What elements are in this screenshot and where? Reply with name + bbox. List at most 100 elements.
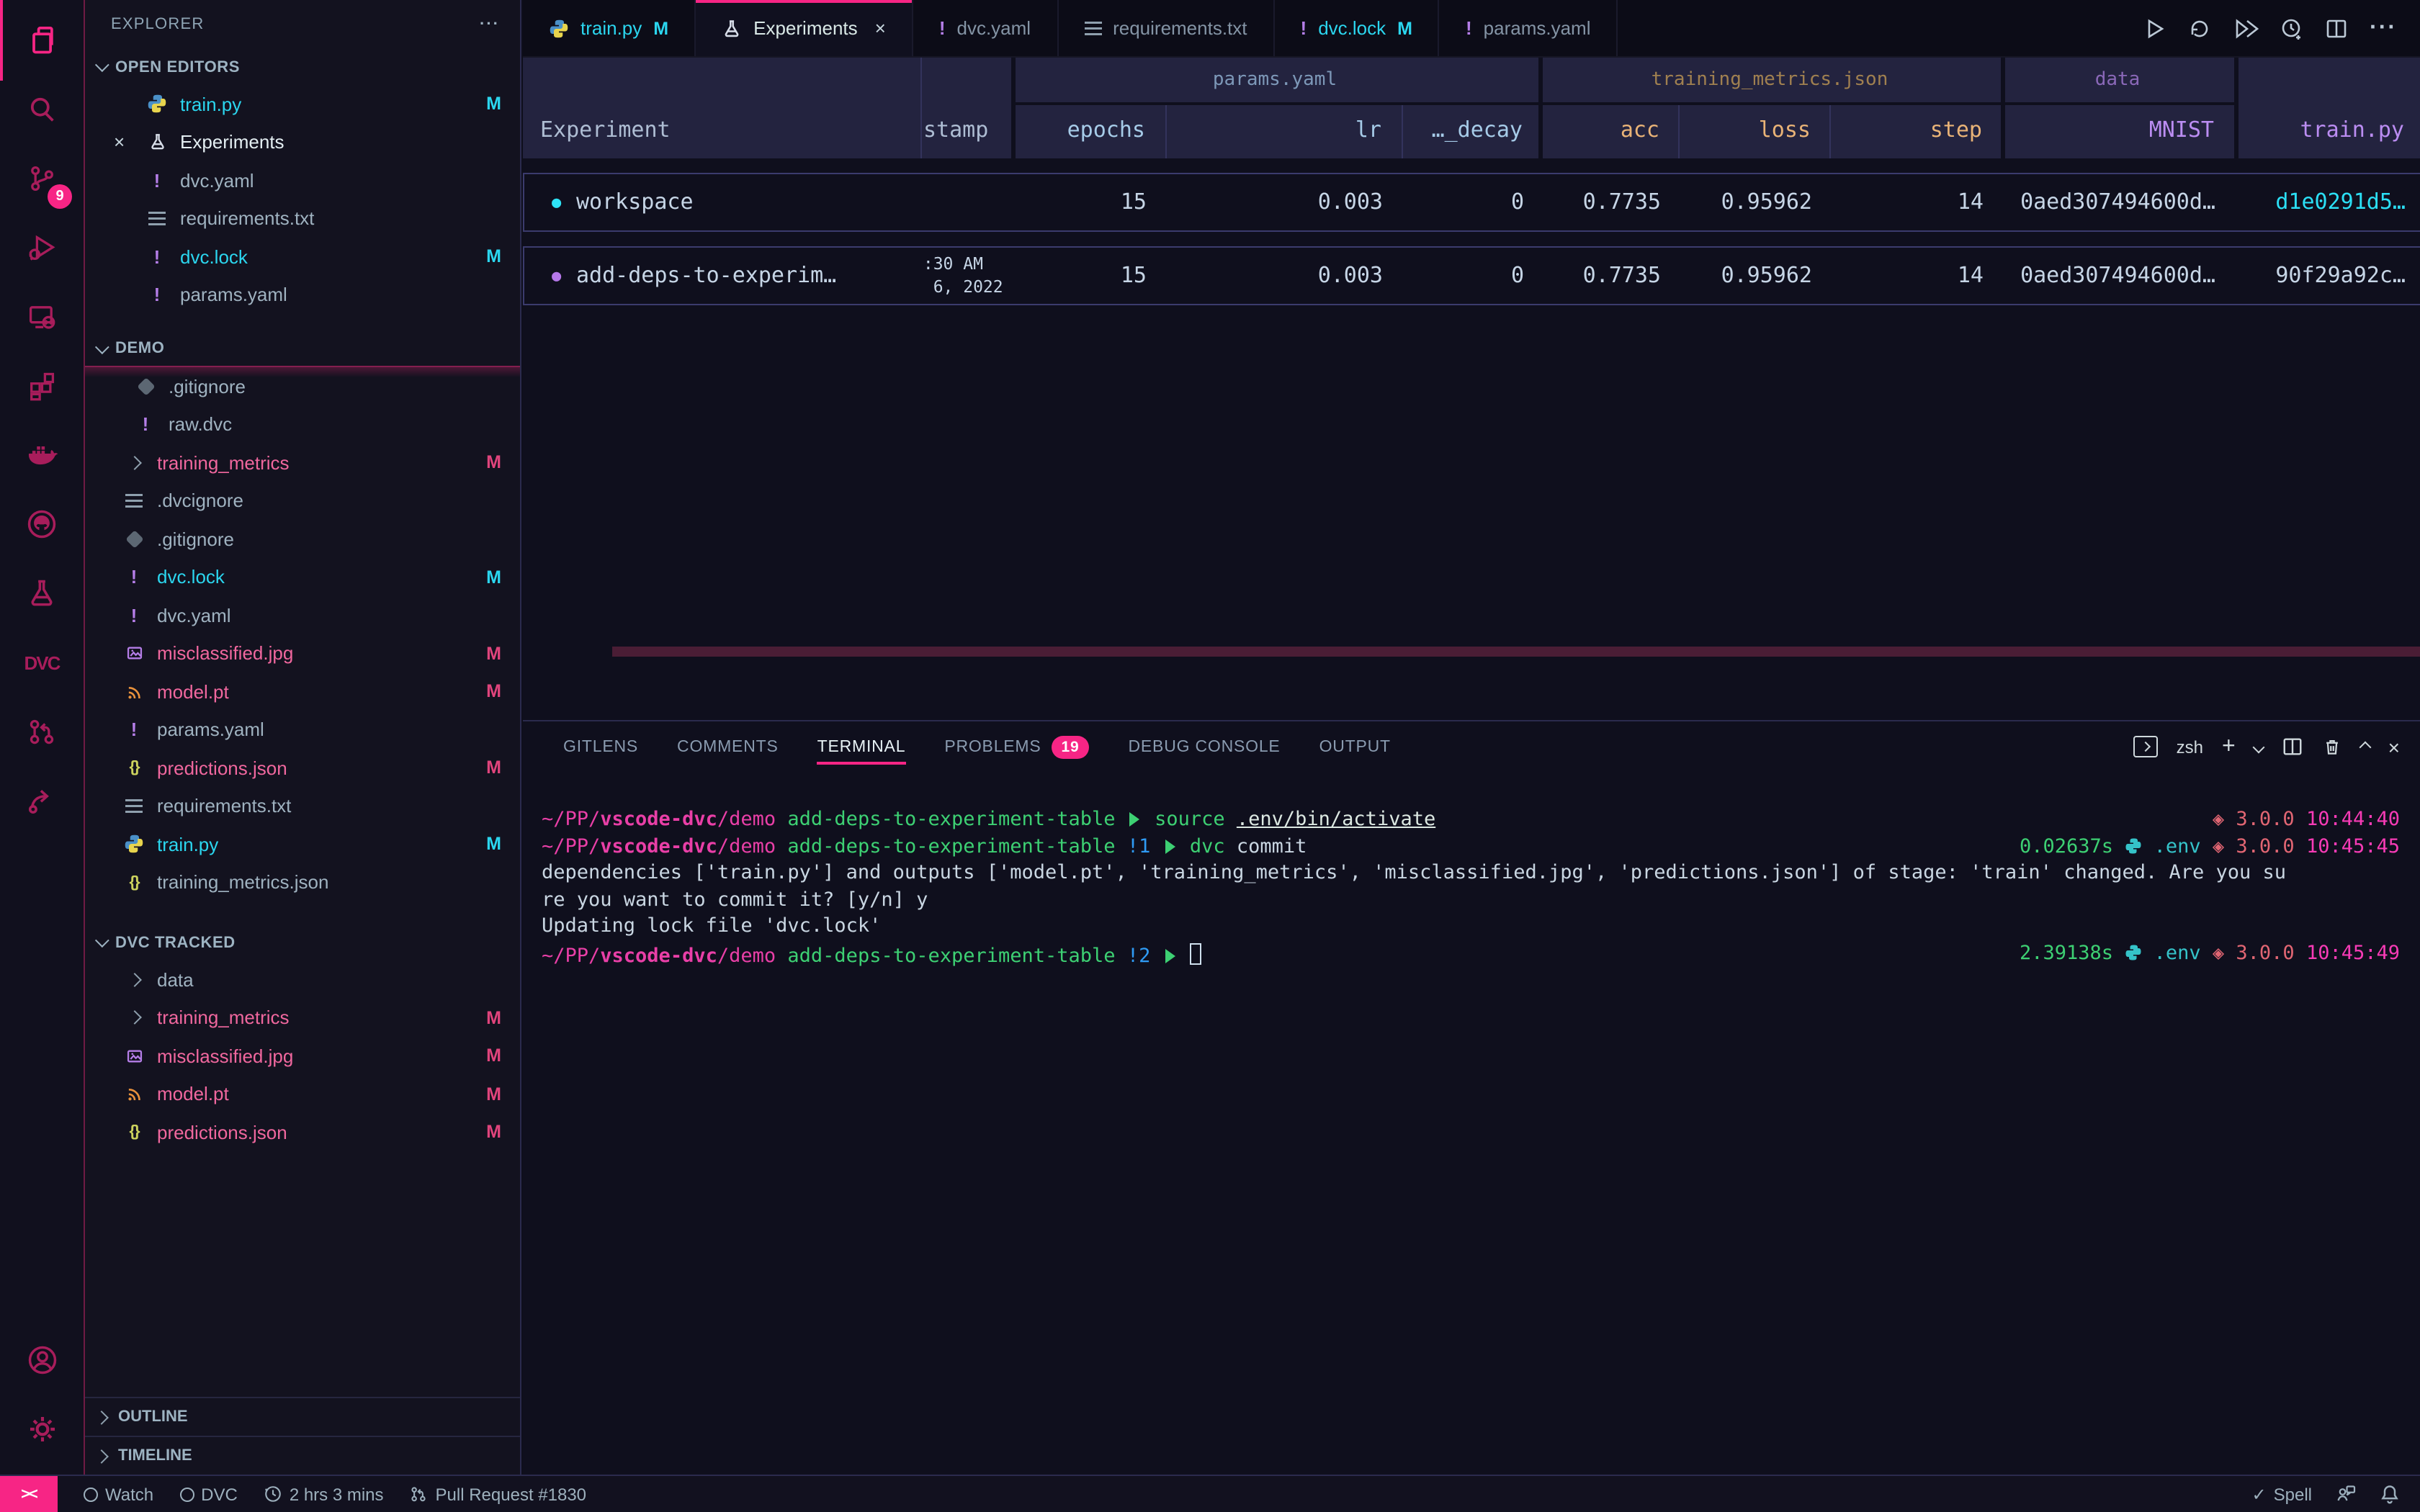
source-control-icon[interactable]: 9 [7, 144, 76, 213]
run-all-icon[interactable] [2233, 17, 2259, 40]
tab-dvc-yaml[interactable]: ! dvc.yaml [913, 0, 1059, 56]
open-editor-train-py[interactable]: train.py M [85, 85, 520, 123]
group-training-metrics[interactable]: training_metrics.json [1651, 69, 1888, 91]
remote-indicator[interactable]: >< [0, 1476, 58, 1512]
group-data[interactable]: data [2094, 69, 2141, 91]
dvc-tracked-predictions[interactable]: {} predictions.json M [85, 1113, 520, 1151]
tab-dvc-lock[interactable]: ! dvc.lock M [1275, 0, 1440, 56]
table-row-workspace[interactable]: ● workspace 15 0.003 0 0.7735 0.95962 14… [523, 173, 2420, 232]
explorer-icon[interactable] [7, 6, 76, 75]
tree-item-raw-dvc[interactable]: ! raw.dvc [85, 405, 520, 444]
tab-comments[interactable]: COMMENTS [677, 738, 779, 755]
col-train-py[interactable]: train.py [2300, 117, 2405, 143]
settings-gear-icon[interactable] [7, 1394, 76, 1463]
timeline-clock-icon[interactable] [2280, 17, 2303, 40]
open-editor-dvc-lock[interactable]: ! dvc.lock M [85, 238, 520, 276]
share-icon[interactable] [7, 766, 76, 835]
tab-gitlens[interactable]: GITLENS [563, 738, 639, 755]
sidebar-more-icon[interactable]: ··· [480, 16, 500, 33]
python-icon [549, 18, 569, 38]
col-step[interactable]: step [1930, 117, 1982, 143]
tree-folder-training-metrics[interactable]: training_metrics M [85, 444, 520, 482]
section-outline[interactable]: OUTLINE [85, 1397, 520, 1436]
bottom-panel: GITLENS COMMENTS TERMINAL PROBLEMS 19 DEB… [523, 720, 2420, 1475]
open-editor-requirements[interactable]: requirements.txt [85, 199, 520, 238]
feedback-icon[interactable] [2335, 1483, 2357, 1505]
open-editor-params-yaml[interactable]: ! params.yaml [85, 276, 520, 314]
account-icon[interactable] [7, 1325, 76, 1394]
tree-item-gitignore[interactable]: .gitignore [85, 367, 520, 405]
kill-terminal-icon[interactable] [2322, 736, 2342, 757]
open-editor-experiments[interactable]: × Experiments [114, 131, 284, 153]
col-loss[interactable]: loss [1758, 117, 1811, 143]
table-row-add-deps[interactable]: ● add-deps-to-experim… 0:30 AMn 6, 2022 … [523, 246, 2420, 305]
new-terminal-icon[interactable]: + [2221, 734, 2236, 758]
beaker-icon[interactable] [7, 559, 76, 628]
pull-request-icon[interactable] [7, 697, 76, 766]
search-icon[interactable] [7, 75, 76, 144]
section-open-editors[interactable]: OPEN EDITORS [85, 49, 520, 85]
dvc-tracked-training-metrics[interactable]: training_metrics M [85, 999, 520, 1037]
section-dvc-tracked[interactable]: DVC TRACKED [85, 924, 520, 960]
tree-item-model-pt[interactable]: model.pt M [85, 672, 520, 711]
more-actions-icon[interactable]: ··· [2370, 15, 2397, 40]
section-demo[interactable]: DEMO [85, 331, 520, 377]
tree-item-params-yaml[interactable]: ! params.yaml [85, 711, 520, 749]
tree-item-predictions[interactable]: {} predictions.json M [85, 749, 520, 787]
col-weight-decay[interactable]: …_decay [1431, 117, 1523, 143]
tab-params-yaml[interactable]: ! params.yaml [1440, 0, 1618, 56]
tree-item-dvc-yaml[interactable]: ! dvc.yaml [85, 596, 520, 634]
github-icon[interactable] [7, 490, 76, 559]
open-editor-dvc-yaml[interactable]: ! dvc.yaml [85, 161, 520, 199]
tree-item-train-py[interactable]: train.py M [85, 825, 520, 863]
terminal-content[interactable]: ~/PP/vscode-dvc/demo add-deps-to-experim… [542, 806, 2420, 970]
run-icon[interactable] [2143, 17, 2166, 40]
rerun-icon[interactable] [2188, 17, 2211, 40]
status-pull-request[interactable]: Pull Request #1830 [410, 1484, 586, 1504]
remote-explorer-icon[interactable] [7, 282, 76, 351]
notifications-bell-icon[interactable] [2380, 1483, 2400, 1505]
tree-item-dvc-lock[interactable]: ! dvc.lock M [85, 558, 520, 596]
tab-debug-console[interactable]: DEBUG CONSOLE [1128, 738, 1281, 755]
col-epochs[interactable]: epochs [1067, 117, 1145, 143]
tree-item-gitignore-2[interactable]: .gitignore [85, 520, 520, 558]
col-lr[interactable]: lr [1355, 117, 1381, 143]
tab-problems[interactable]: PROBLEMS 19 [944, 721, 1090, 772]
dvc-tracked-misclassified[interactable]: misclassified.jpg M [85, 1037, 520, 1075]
section-timeline[interactable]: TIMELINE [85, 1436, 520, 1475]
close-icon[interactable]: × [874, 17, 886, 39]
tab-terminal[interactable]: TERMINAL [817, 721, 907, 772]
docker-icon[interactable] [7, 420, 76, 490]
tree-item-dvcignore[interactable]: .dvcignore [85, 482, 520, 520]
dvc-tracked-model-pt[interactable]: model.pt M [85, 1075, 520, 1113]
status-spell[interactable]: ✓ Spell [2251, 1484, 2313, 1504]
dvc-icon[interactable]: DVC [24, 652, 61, 673]
col-acc[interactable]: acc [1620, 117, 1659, 143]
run-debug-icon[interactable] [7, 213, 76, 282]
horizontal-scrollbar[interactable] [612, 647, 2420, 657]
shell-label[interactable]: zsh [2176, 737, 2203, 757]
tab-experiments[interactable]: Experiments × [696, 0, 913, 56]
split-editor-icon[interactable] [2325, 17, 2348, 40]
tree-item-training-metrics-json[interactable]: {} training_metrics.json [85, 863, 520, 901]
col-stamp[interactable]: stamp [923, 117, 989, 143]
split-terminal-icon[interactable] [2282, 736, 2303, 757]
tree-item-misclassified[interactable]: misclassified.jpg M [85, 634, 520, 672]
modified-badge: M [486, 643, 501, 664]
maximize-panel-icon[interactable] [2359, 740, 2372, 753]
dvc-tracked-data[interactable]: data [85, 960, 520, 999]
tab-output[interactable]: OUTPUT [1319, 738, 1391, 755]
group-params-yaml[interactable]: params.yaml [1212, 69, 1337, 91]
tree-item-requirements[interactable]: requirements.txt [85, 787, 520, 825]
col-mnist[interactable]: MNIST [2148, 117, 2214, 143]
status-watch[interactable]: Watch [84, 1484, 153, 1504]
col-experiment[interactable]: Experiment [540, 117, 671, 143]
terminal-dropdown-icon[interactable] [2252, 740, 2265, 753]
close-icon[interactable]: × [114, 131, 125, 153]
extensions-icon[interactable] [7, 351, 76, 420]
tab-train-py[interactable]: train.py M [523, 0, 696, 56]
status-dvc[interactable]: DVC [179, 1484, 238, 1504]
tab-requirements[interactable]: requirements.txt [1058, 0, 1275, 56]
status-duration[interactable]: 2 hrs 3 mins [264, 1484, 384, 1504]
close-panel-icon[interactable]: × [2388, 735, 2400, 758]
